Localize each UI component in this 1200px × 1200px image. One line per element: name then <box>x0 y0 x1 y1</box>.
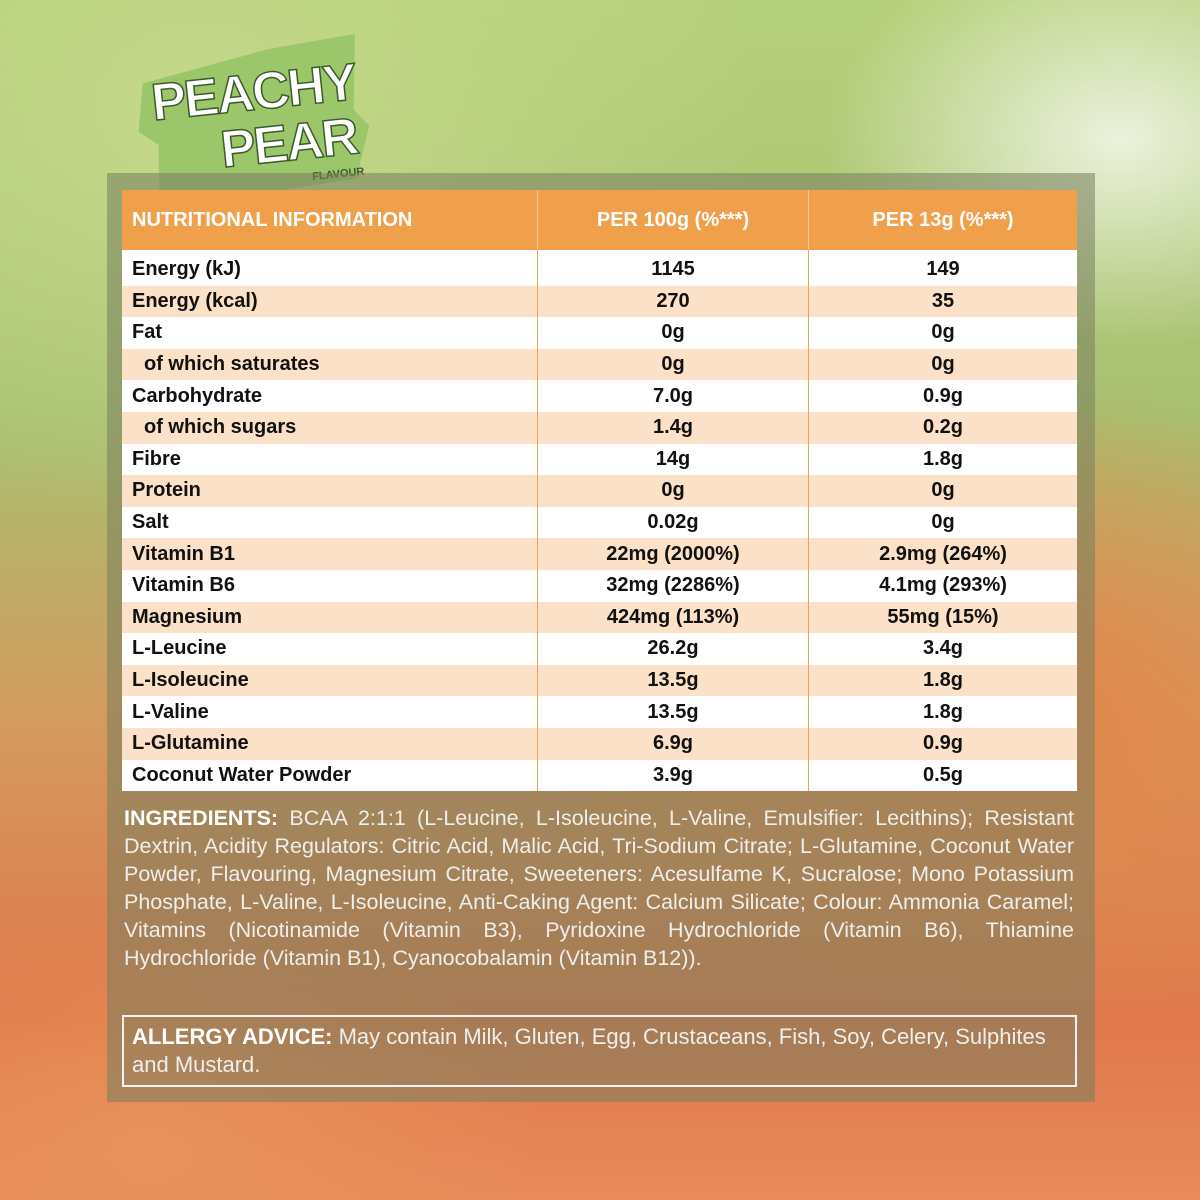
table-row: of which sugars 1.4g 0.2g <box>122 411 1077 444</box>
row-value: 1.8g <box>808 443 1077 476</box>
row-value: 26.2g <box>537 633 809 665</box>
ingredients-text: BCAA 2:1:1 (L-Leucine, L-Isoleucine, L-V… <box>124 806 1074 970</box>
row-label: Fat <box>122 317 538 349</box>
table-row: Carbohydrate 7.0g 0.9g <box>122 380 1077 412</box>
table-row: Salt 0.02g 0g <box>122 506 1077 539</box>
row-value: 424mg (113%) <box>537 601 809 634</box>
table-row: Vitamin B6 32mg (2286%) 4.1mg (293%) <box>122 569 1077 602</box>
row-value: 270 <box>537 285 809 318</box>
row-label: Energy (kJ) <box>122 250 538 286</box>
row-label: of which sugars <box>122 411 538 444</box>
row-value: 13.5g <box>537 696 809 728</box>
row-value: 1.8g <box>808 664 1077 697</box>
table-row: Energy (kJ) 1145 149 <box>122 250 1077 286</box>
row-value: 0.2g <box>808 411 1077 444</box>
row-label: of which saturates <box>122 348 538 381</box>
allergy-text: May contain Milk, Gluten, Egg, Crustacea… <box>132 1024 1046 1077</box>
row-value: 35 <box>808 285 1077 318</box>
row-value: 0.5g <box>808 759 1077 792</box>
row-label: Salt <box>122 506 538 539</box>
table-row: L-Leucine 26.2g 3.4g <box>122 633 1077 665</box>
row-value: 0.02g <box>537 506 809 539</box>
table-row: L-Valine 13.5g 1.8g <box>122 696 1077 728</box>
header-cell: PER 100g (%***) <box>537 190 809 250</box>
row-label: Coconut Water Powder <box>122 759 538 792</box>
nutrition-table: NUTRITIONAL INFORMATION PER 100g (%***) PE… <box>122 190 1077 792</box>
table-row: Fibre 14g 1.8g <box>122 443 1077 476</box>
row-label: Protein <box>122 475 538 507</box>
table-row: Energy (kcal) 270 35 <box>122 285 1077 318</box>
row-label: L-Glutamine <box>122 727 538 760</box>
row-label: Magnesium <box>122 601 538 634</box>
table-row: L-Glutamine 6.9g 0.9g <box>122 727 1077 760</box>
row-value: 1.8g <box>808 696 1077 728</box>
table-row: of which saturates 0g 0g <box>122 348 1077 381</box>
row-value: 0g <box>808 475 1077 507</box>
row-value: 1145 <box>537 250 809 286</box>
table-row: Magnesium 424mg (113%) 55mg (15%) <box>122 601 1077 634</box>
ingredients: INGREDIENTS: BCAA 2:1:1 (L-Leucine, L-Is… <box>124 804 1074 972</box>
row-label: Fibre <box>122 443 538 476</box>
ingredients-label: INGREDIENTS: <box>124 806 279 830</box>
row-value: 4.1mg (293%) <box>808 569 1077 602</box>
logo-line: PEAR <box>217 107 360 180</box>
row-value: 0.9g <box>808 380 1077 412</box>
header-cell: NUTRITIONAL INFORMATION <box>122 190 538 250</box>
row-label: L-Leucine <box>122 633 538 665</box>
row-value: 32mg (2286%) <box>537 569 809 602</box>
row-value: 7.0g <box>537 380 809 412</box>
row-value: 0g <box>537 348 809 381</box>
row-label: Vitamin B1 <box>122 538 538 570</box>
header-row: NUTRITIONAL INFORMATION PER 100g (%***) PE… <box>122 190 1077 250</box>
row-value: 2.9mg (264%) <box>808 538 1077 570</box>
row-value: 3.9g <box>537 759 809 792</box>
table-row: Fat 0g 0g <box>122 317 1077 349</box>
row-value: 149 <box>808 250 1077 286</box>
row-value: 0g <box>537 317 809 349</box>
row-value: 14g <box>537 443 809 476</box>
row-label: Vitamin B6 <box>122 569 538 602</box>
row-value: 0.9g <box>808 727 1077 760</box>
row-value: 13.5g <box>537 664 809 697</box>
header-cell: PER 13g (%***) <box>808 190 1077 250</box>
allergy-label: ALLERGY ADVICE: <box>132 1024 333 1049</box>
row-label: L-Isoleucine <box>122 664 538 697</box>
table-row: Vitamin B1 22mg (2000%) 2.9mg (264%) <box>122 538 1077 570</box>
row-value: 0g <box>808 348 1077 381</box>
row-value: 0g <box>537 475 809 507</box>
row-value: 6.9g <box>537 727 809 760</box>
table-row: Protein 0g 0g <box>122 475 1077 507</box>
row-value: 22mg (2000%) <box>537 538 809 570</box>
allergy: ALLERGY ADVICE: May contain Milk, Gluten… <box>122 1015 1077 1087</box>
row-label: L-Valine <box>122 696 538 728</box>
table-row: Coconut Water Powder 3.9g 0.5g <box>122 759 1077 792</box>
row-value: 55mg (15%) <box>808 601 1077 634</box>
row-value: 0g <box>808 506 1077 539</box>
row-value: 1.4g <box>537 411 809 444</box>
row-label: Energy (kcal) <box>122 285 538 318</box>
row-value: 3.4g <box>808 633 1077 665</box>
table-row: L-Isoleucine 13.5g 1.8g <box>122 664 1077 697</box>
row-label: Carbohydrate <box>122 380 538 412</box>
row-value: 0g <box>808 317 1077 349</box>
